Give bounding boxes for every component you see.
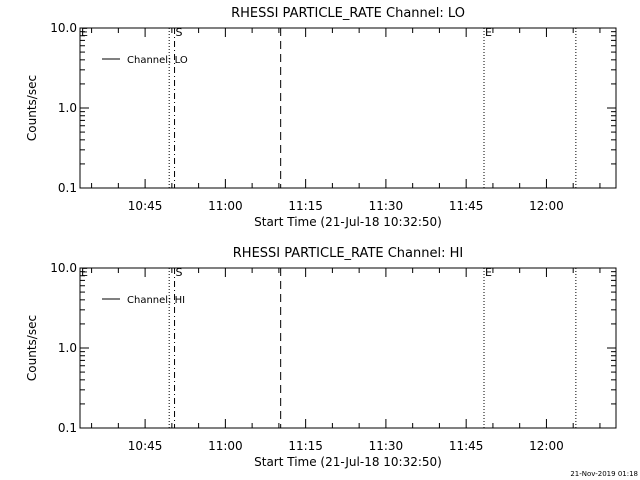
chart-1-x-tick-label: 12:00: [529, 439, 564, 453]
chart-1-y-tick-label: 10.0: [50, 261, 77, 275]
chart-panel-lo: RHESSI PARTICLE_RATE Channel: LO Start Ti…: [25, 6, 617, 229]
chart-0-y-tick-label: 1.0: [58, 101, 77, 115]
chart-0-y-axis-label: Counts/sec: [25, 75, 39, 141]
chart-0-title: RHESSI PARTICLE_RATE Channel: LO: [231, 6, 465, 21]
chart-1-title: RHESSI PARTICLE_RATE Channel: HI: [233, 246, 463, 261]
chart-1-marker-label: E: [485, 266, 492, 279]
chart-0-y-tick-label: 0.1: [58, 181, 77, 195]
chart-0-x-axis-label: Start Time (21-Jul-18 10:32:50): [254, 215, 442, 229]
chart-1-x-axis-label: Start Time (21-Jul-18 10:32:50): [254, 455, 442, 469]
chart-0-x-tick-label: 10:45: [128, 199, 163, 213]
chart-0-x-tick-label: 11:15: [288, 199, 323, 213]
chart-1-x-tick-label: 11:45: [449, 439, 484, 453]
chart-0-legend-entry: Channel: LO: [127, 55, 188, 66]
chart-1-y-tick-label: 0.1: [58, 421, 77, 435]
chart-1-marker-label: S: [176, 266, 183, 279]
chart-0-plot-frame: [79, 27, 617, 189]
chart-1-corner-label: E: [81, 266, 88, 279]
chart-0-x-tick-label: 11:30: [369, 199, 404, 213]
chart-0-marker-label: E: [485, 26, 492, 39]
chart-1-y-axis-label: Counts/sec: [25, 315, 39, 381]
chart-0-x-tick-label: 12:00: [529, 199, 564, 213]
chart-1-y-tick-label: 1.0: [58, 341, 77, 355]
chart-1-x-tick-label: 11:15: [288, 439, 323, 453]
chart-1-x-tick-label: 11:00: [208, 439, 243, 453]
chart-panel-hi: RHESSI PARTICLE_RATE Channel: HI Start Ti…: [25, 246, 617, 469]
chart-1-x-tick-label: 10:45: [128, 439, 163, 453]
footer-timestamp: 21-Nov-2019 01:18: [570, 470, 638, 478]
chart-1-plot-frame: [79, 267, 617, 429]
chart-0-x-tick-label: 11:45: [449, 199, 484, 213]
chart-0-marker-label: S: [176, 26, 183, 39]
chart-1-legend-entry: Channel: HI: [127, 295, 185, 306]
chart-1-x-tick-label: 11:30: [369, 439, 404, 453]
chart-0-y-tick-label: 10.0: [50, 21, 77, 35]
chart-0-x-tick-label: 11:00: [208, 199, 243, 213]
chart-0-corner-label: E: [81, 26, 88, 39]
